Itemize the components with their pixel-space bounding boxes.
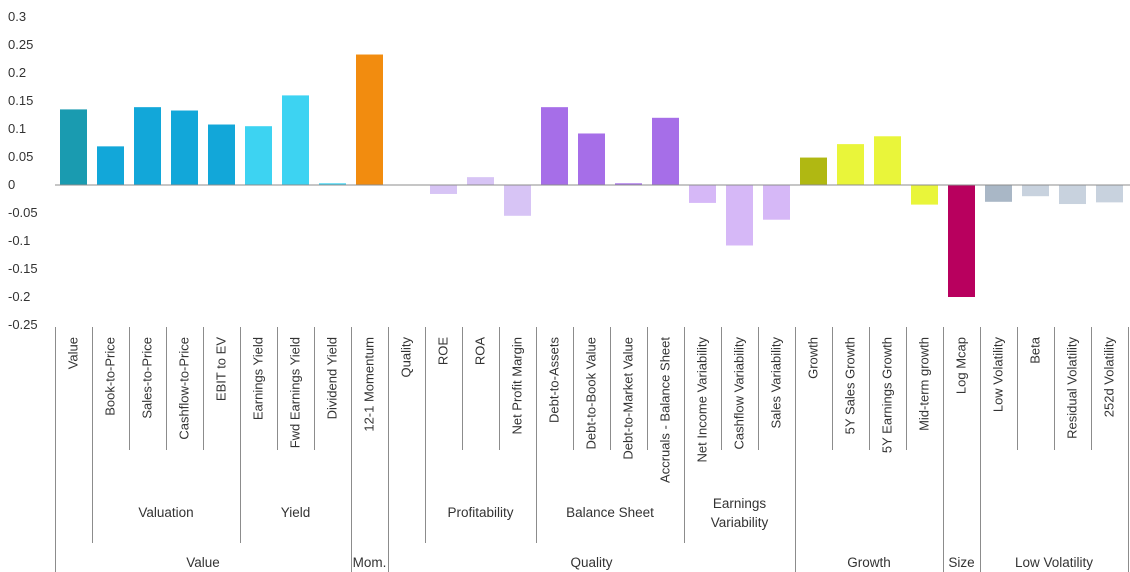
y-tick-label: -0.05 — [8, 205, 38, 220]
category-label-value: Value — [66, 337, 81, 369]
category-label-debt-to-book-value: Debt-to-Book Value — [584, 337, 599, 450]
category-label-debt-to-market-value: Debt-to-Market Value — [621, 337, 636, 460]
bar-dividend-yield — [319, 183, 346, 185]
category-label-low-volatility: Low Volatility — [991, 337, 1006, 413]
group-label-low-volatility: Low Volatility — [1015, 555, 1093, 570]
group-label-growth: Growth — [847, 555, 891, 570]
y-axis-ticks: 0.3 0.25 0.2 0.15 0.1 0.05 0 -0.05 -0.1 -0.15 -0.2… — [8, 9, 38, 332]
bar-roe — [430, 185, 457, 194]
bar-low-volatility — [985, 185, 1012, 202]
bar-sales-to-price — [134, 107, 161, 185]
bar-fwd-earnings-yield — [282, 95, 309, 185]
y-tick-label: 0.05 — [8, 149, 33, 164]
bar-cashflow-variability — [726, 185, 753, 246]
subgroup-label-yield: Yield — [281, 505, 311, 520]
category-label-net-income-variability: Net Income Variability — [695, 337, 710, 463]
y-tick-label: 0.15 — [8, 93, 33, 108]
category-label-ebit-to-ev: EBIT to EV — [214, 337, 229, 401]
bar-growth — [800, 157, 827, 185]
bars — [60, 54, 1123, 297]
category-label-log-mcap: Log Mcap — [954, 337, 969, 394]
group-label-quality: Quality — [570, 555, 612, 570]
category-label-cashflow-to-price: Cashflow-to-Price — [177, 337, 192, 440]
category-label-residual-volatility: Residual Volatility — [1065, 337, 1080, 439]
y-tick-label: -0.25 — [8, 317, 38, 332]
category-labels: Value Book-to-Price Sales-to-Price Cashflow… — [66, 336, 1117, 483]
y-tick-label: -0.15 — [8, 261, 38, 276]
bar-debt-to-book-value — [578, 133, 605, 185]
bar-log-mcap — [948, 185, 975, 297]
category-label-roe: ROE — [436, 337, 451, 366]
bar-mid-term-growth — [911, 185, 938, 205]
subgroup-label-balance-sheet: Balance Sheet — [566, 505, 654, 520]
category-label-cashflow-variability: Cashflow Variability — [732, 337, 747, 450]
category-label-mid-term-growth: Mid-term growth — [917, 337, 932, 431]
bar-252d-volatility — [1096, 185, 1123, 203]
bar-5y-earnings-growth — [874, 136, 901, 185]
category-label-12-1-momentum: 12-1 Momentum — [362, 337, 377, 432]
subgroup-label-earnings-variability: Variability — [711, 515, 769, 530]
bar-debt-to-assets — [541, 107, 568, 185]
category-label-252d-volatility: 252d Volatility — [1102, 337, 1117, 418]
y-tick-label: -0.1 — [8, 233, 30, 248]
bar-12-1-momentum — [356, 54, 383, 185]
category-label-book-to-price: Book-to-Price — [103, 337, 118, 416]
bar-5y-sales-growth — [837, 144, 864, 185]
bar-book-to-price — [97, 146, 124, 185]
category-label-5y-sales-growth: 5Y Sales Growth — [843, 337, 858, 434]
subgroup-labels: Valuation Yield Profitability Balance Sheet… — [138, 496, 768, 530]
category-label-sales-to-price: Sales-to-Price — [140, 337, 155, 419]
y-tick-label: 0.3 — [8, 9, 26, 24]
subgroup-label-earnings-variability: Earnings — [713, 496, 767, 511]
bar-earnings-yield — [245, 126, 272, 185]
group-label-value: Value — [186, 555, 220, 570]
category-label-earnings-yield: Earnings Yield — [251, 337, 266, 420]
bar-sales-variability — [763, 185, 790, 220]
subgroup-label-profitability: Profitability — [447, 505, 513, 520]
category-label-roa: ROA — [473, 337, 488, 366]
category-label-5y-earnings-growth: 5Y Earnings Growth — [880, 337, 895, 453]
category-label-net-profit-margin: Net Profit Margin — [510, 337, 525, 435]
bar-net-income-variability — [689, 185, 716, 203]
category-label-debt-to-assets: Debt-to-Assets — [547, 337, 562, 423]
category-label-beta: Beta — [1028, 336, 1043, 364]
bar-beta — [1022, 185, 1049, 197]
group-label-size: Size — [948, 555, 974, 570]
y-tick-label: 0.25 — [8, 37, 33, 52]
bar-accruals-balance-sheet — [652, 117, 679, 185]
category-label-fwd-earnings-yield: Fwd Earnings Yield — [288, 337, 303, 448]
category-label-quality: Quality — [399, 337, 414, 378]
y-tick-label: 0 — [8, 177, 15, 192]
category-label-accruals-balance-sheet: Accruals - Balance Sheet — [658, 337, 673, 483]
bar-roa — [467, 177, 494, 185]
bar-residual-volatility — [1059, 185, 1086, 205]
y-tick-label: -0.2 — [8, 289, 30, 304]
bar-value — [60, 109, 87, 185]
bar-debt-to-market-value — [615, 183, 642, 185]
bar-ebit-to-ev — [208, 124, 235, 185]
bar-net-profit-margin — [504, 185, 531, 216]
subgroup-label-valuation: Valuation — [138, 505, 193, 520]
y-tick-label: 0.2 — [8, 65, 26, 80]
group-separators — [55, 327, 1129, 572]
group-label-mom: Mom. — [353, 555, 387, 570]
group-labels: Value Mom. Quality Growth Size Low Volatility — [186, 555, 1093, 570]
category-label-dividend-yield: Dividend Yield — [325, 337, 340, 419]
bar-cashflow-to-price — [171, 110, 198, 185]
category-label-sales-variability: Sales Variability — [769, 337, 784, 429]
category-label-growth: Growth — [806, 337, 821, 379]
y-tick-label: 0.1 — [8, 121, 26, 136]
